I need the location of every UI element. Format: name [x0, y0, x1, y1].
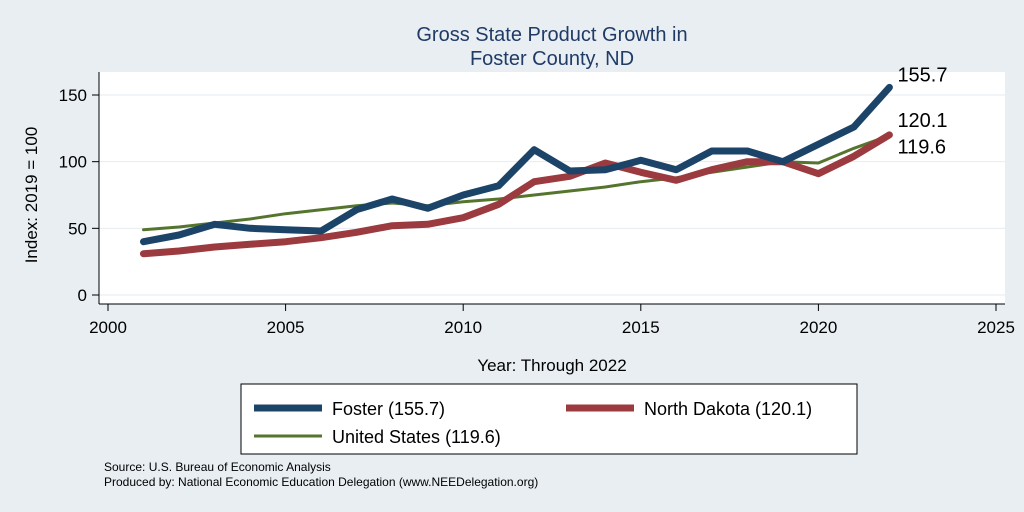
- y-axis-title: Index: 2019 = 100: [22, 127, 41, 264]
- legend-label-north-dakota: North Dakota (120.1): [644, 399, 812, 419]
- end-label-north-dakota: 120.1: [897, 110, 947, 132]
- legend-label-foster: Foster (155.7): [332, 399, 445, 419]
- x-tick-label: 2010: [444, 318, 482, 337]
- x-tick-label: 2025: [977, 318, 1015, 337]
- x-tick-label: 2000: [89, 318, 127, 337]
- chart-title-line-1: Gross State Product Growth in: [416, 24, 687, 46]
- x-tick-label: 2020: [799, 318, 837, 337]
- end-labels: 119.6 120.1 155.7: [897, 64, 947, 158]
- x-axis-title: Year: Through 2022: [477, 356, 626, 375]
- legend: United States (119.6) North Dakota (120.1…: [240, 383, 858, 455]
- end-label-foster: 155.7: [897, 64, 947, 86]
- x-tick-label: 2005: [267, 318, 305, 337]
- source-note: Source: U.S. Bureau of Economic Analysis: [104, 460, 331, 474]
- y-tick-label: 100: [59, 153, 87, 172]
- series-line-north-dakota: [140, 131, 893, 258]
- series-lines: [140, 83, 893, 258]
- series-line-foster: [140, 83, 893, 246]
- y-tick-label: 50: [68, 219, 87, 238]
- chart-title-line-2: Foster County, ND: [470, 48, 634, 70]
- x-tick-label: 2015: [622, 318, 660, 337]
- plot-area: [99, 72, 1005, 304]
- legend-label-united-states: United States (119.6): [332, 427, 501, 447]
- produced-by-note: Produced by: National Economic Education…: [104, 475, 539, 489]
- legend-box: [240, 383, 858, 455]
- axes: 0 50 100 150 2000 2005 2010 2015 2020 2025: [59, 72, 1015, 337]
- end-label-united-states: 119.6: [897, 137, 946, 159]
- y-tick-label: 0: [78, 286, 87, 305]
- y-tick-label: 150: [59, 86, 87, 105]
